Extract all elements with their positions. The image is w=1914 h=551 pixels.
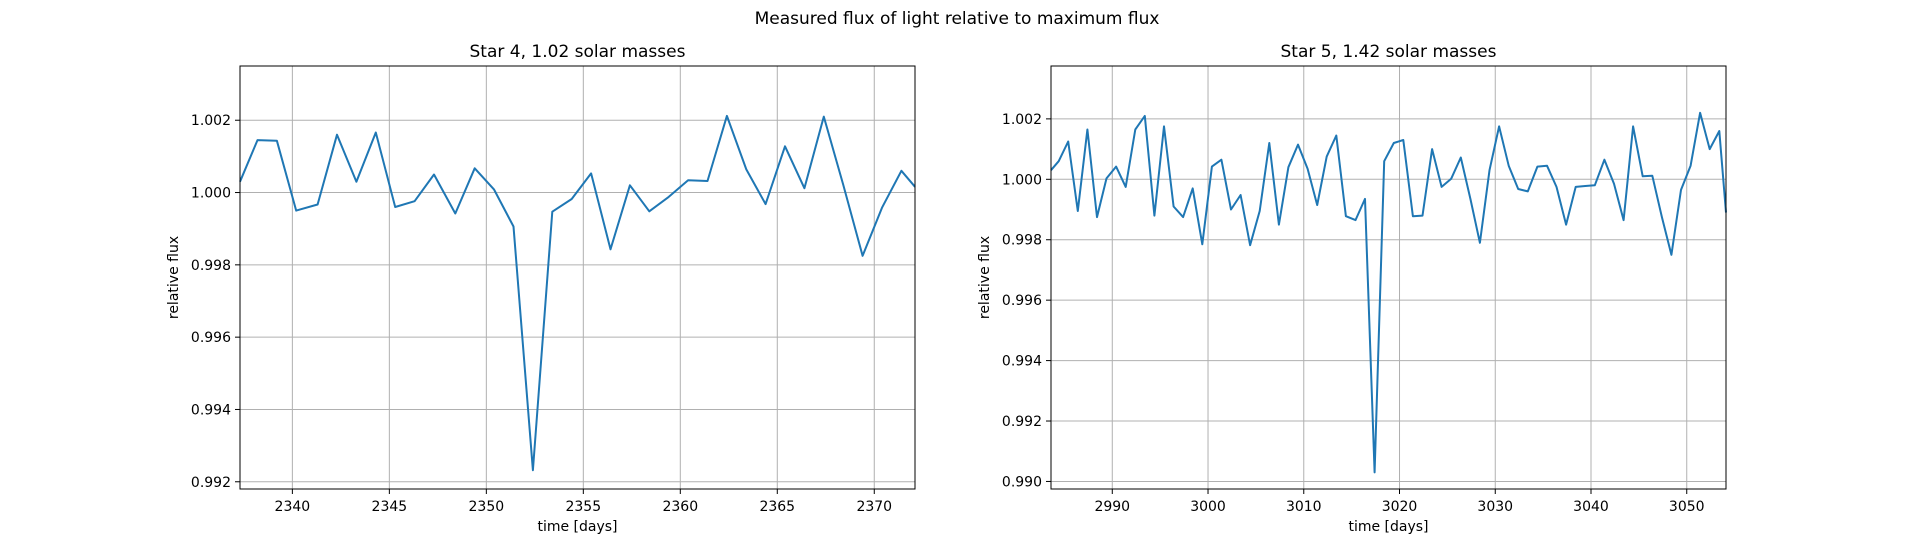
y-tick-label: 0.990 (1002, 474, 1042, 490)
x-tick-label: 2340 (275, 499, 311, 515)
y-tick-label: 0.992 (1002, 414, 1042, 430)
y-axis-label: relative flux (166, 236, 182, 319)
y-tick-label: 0.994 (1002, 354, 1042, 370)
x-tick-label: 2345 (372, 499, 408, 515)
y-tick-label: 1.000 (1002, 172, 1042, 188)
x-tick-label: 3030 (1477, 499, 1513, 515)
figure-suptitle: Measured flux of light relative to maxim… (755, 9, 1160, 29)
y-tick-label: 0.998 (191, 258, 231, 274)
x-tick-label: 3020 (1382, 499, 1418, 515)
x-tick-label: 2990 (1094, 499, 1130, 515)
x-tick-label: 3050 (1669, 499, 1705, 515)
x-tick-label: 2360 (662, 499, 698, 515)
x-tick-label: 2350 (469, 499, 505, 515)
axes-frame (1050, 65, 1727, 490)
y-tick-label: 0.996 (1002, 293, 1042, 309)
y-tick-label: 1.002 (1002, 112, 1042, 128)
chart-star-4: 2340 2345 2350 2355 2360 2365 2370 0.992 0.994 0.… (166, 42, 916, 535)
chart-title: Star 5, 1.42 solar masses (1281, 42, 1497, 62)
y-tick-label: 0.998 (1002, 233, 1042, 249)
x-axis-label: time [days] (1348, 519, 1428, 535)
x-tick-label: 2355 (565, 499, 601, 515)
y-tick-label: 0.994 (191, 402, 231, 418)
x-tick-label: 3010 (1286, 499, 1322, 515)
x-tick-label: 3000 (1190, 499, 1226, 515)
chart-star-5: 2990 3000 3010 3020 3030 3040 3050 0.990 0.992 0.… (977, 42, 1727, 535)
flux-series-line (239, 114, 916, 472)
flux-series-line (1050, 111, 1727, 474)
x-tick-label: 3040 (1573, 499, 1609, 515)
chart-title: Star 4, 1.02 solar masses (470, 42, 686, 62)
y-tick-label: 1.000 (191, 186, 231, 202)
y-tick-label: 0.996 (191, 330, 231, 346)
axes-frame (239, 65, 916, 490)
y-tick-label: 0.992 (191, 475, 231, 491)
y-axis-label: relative flux (977, 236, 993, 319)
y-tick-label: 1.002 (191, 113, 231, 129)
x-axis-label: time [days] (537, 519, 617, 535)
x-tick-label: 2365 (759, 499, 795, 515)
x-tick-label: 2370 (856, 499, 892, 515)
